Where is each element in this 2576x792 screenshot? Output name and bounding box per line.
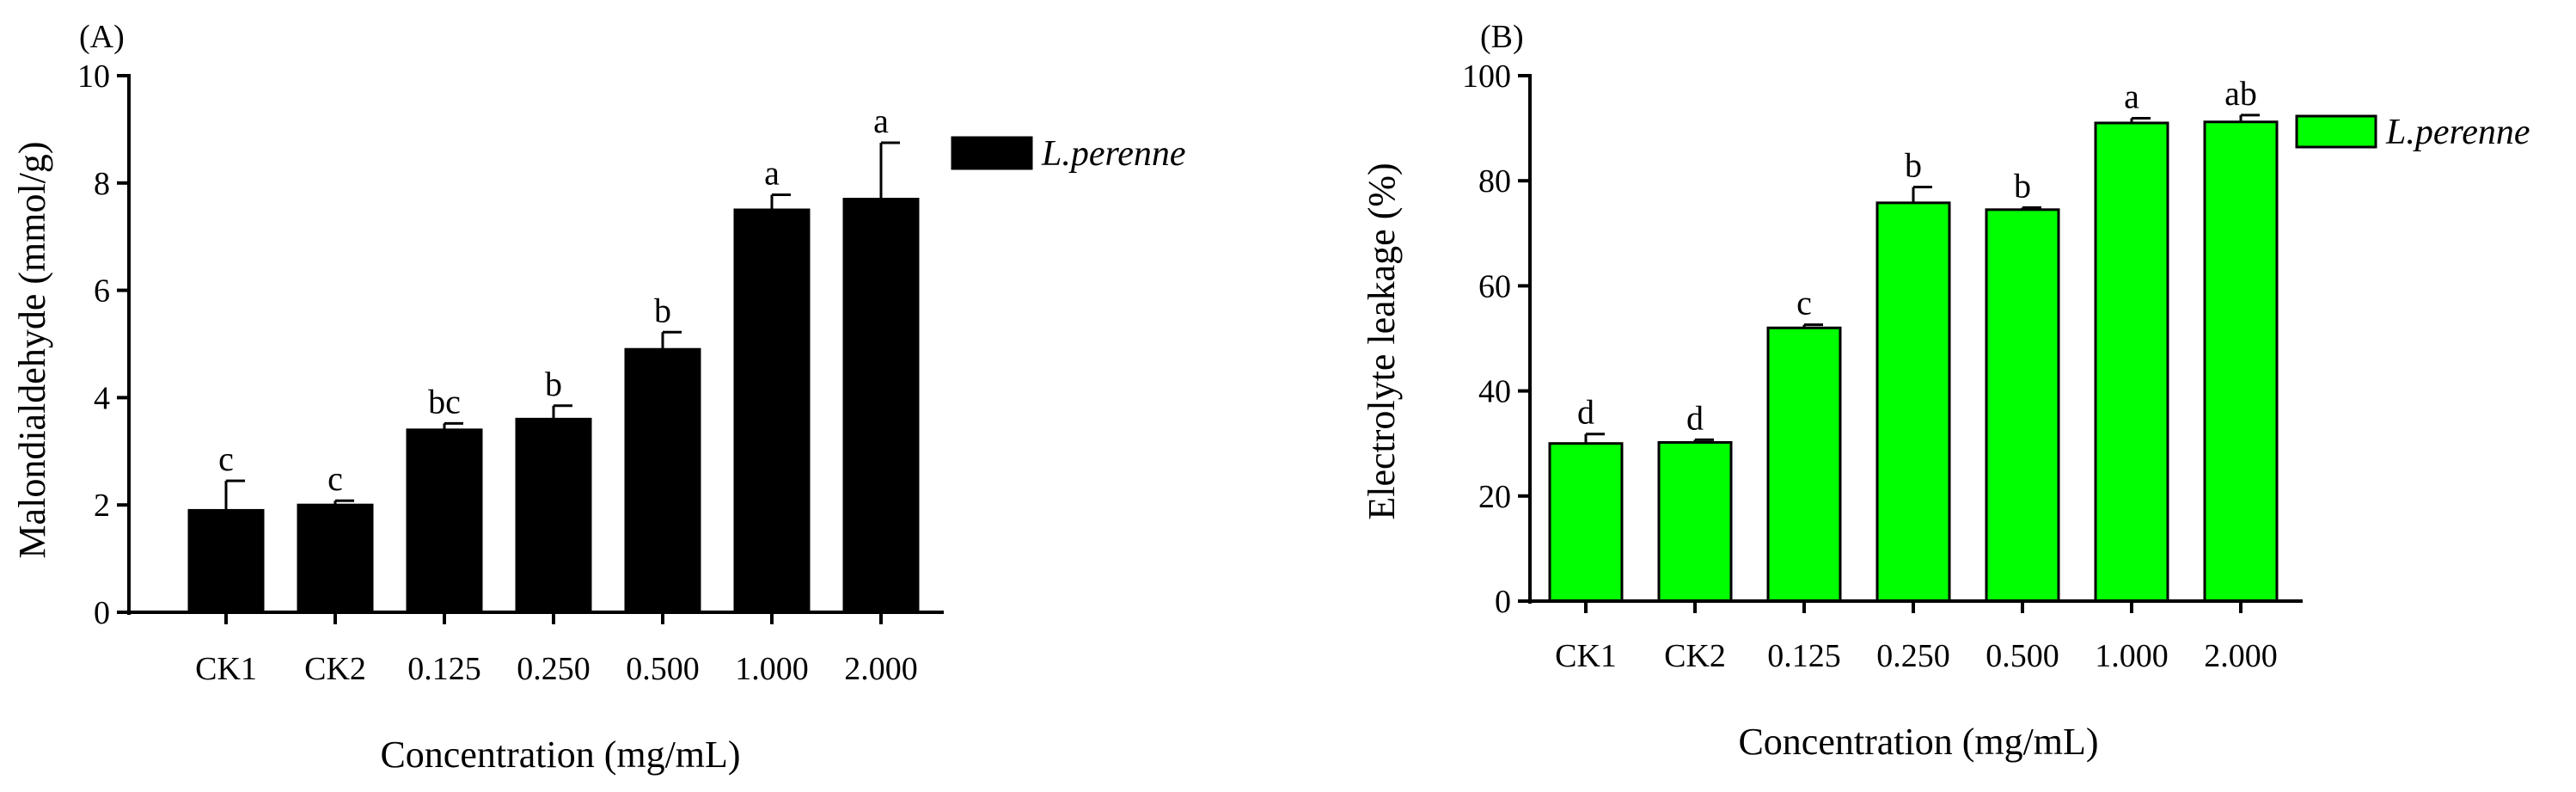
- chart-b-y-tick-label: 0: [1495, 584, 1511, 620]
- chart-a-bar: [733, 208, 811, 614]
- chart-b-significance-label: c: [1796, 284, 1812, 322]
- chart-a-x-axis-title: Concentration (mg/mL): [380, 734, 740, 776]
- chart-a-y-tick-label: 10: [77, 58, 110, 95]
- chart-a-x-tick-label: 0.500: [626, 651, 700, 687]
- chart-b-y-tick-labels: 0 20 40 60 80 100: [1462, 58, 1511, 620]
- chart-a-x-tick-label: 0.250: [517, 651, 590, 687]
- panel-label-b: (B): [1480, 19, 1524, 55]
- chart-b-x-tick-label: 0.250: [1876, 638, 1950, 674]
- chart-a-legend-label: L.perenne: [1041, 134, 1186, 174]
- chart-a-x-tick-label: CK1: [195, 651, 257, 687]
- chart-a-significance-label: c: [218, 439, 234, 478]
- chart-b-bar: [1875, 201, 1951, 603]
- chart-b-bar: [1548, 442, 1624, 603]
- chart-a-significance-label: c: [327, 459, 343, 498]
- chart-b-y-axis-title: Electrolyte leakage (%): [1361, 163, 1403, 519]
- chart-a-bar: [842, 198, 920, 614]
- chart-a-significance-label: bc: [428, 382, 461, 421]
- chart-b-x-tick-label: CK1: [1555, 638, 1617, 674]
- chart-b-y-tick-label: 100: [1462, 58, 1511, 95]
- chart-a-malondialdehyde: (A) c c bc b b a a 0 2 4 6 8 10 CK1 CK2 0.125 0.250 0.5…: [11, 19, 1186, 776]
- chart-b-significance-label: a: [2124, 77, 2139, 115]
- chart-a-significance-labels: c c bc b b a a: [218, 101, 889, 498]
- chart-a-x-tick-labels: CK1 CK2 0.125 0.250 0.500 1.000 2.000: [195, 651, 918, 687]
- chart-a-y-tick-label: 2: [94, 488, 110, 524]
- chart-a-y-tick-label: 8: [94, 166, 110, 202]
- chart-b-significance-label: d: [1686, 398, 1704, 437]
- chart-a-axes: [117, 74, 944, 624]
- chart-b-x-tick-label: CK2: [1664, 638, 1726, 674]
- chart-a-y-tick-labels: 0 2 4 6 8 10: [77, 58, 110, 631]
- chart-b-bar: [1657, 440, 1733, 603]
- chart-b-significance-label: d: [1577, 393, 1594, 432]
- chart-a-significance-label: a: [873, 101, 889, 140]
- chart-b-x-tick-label: 0.500: [1986, 638, 2059, 674]
- chart-a-x-tick-label: 0.125: [407, 651, 481, 687]
- chart-a-bar: [297, 503, 374, 614]
- chart-b-x-tick-labels: CK1 CK2 0.125 0.250 0.500 1.000 2.000: [1555, 638, 2278, 674]
- chart-a-y-tick-label: 6: [94, 273, 110, 310]
- chart-a-bars: [187, 198, 920, 614]
- chart-b-legend: L.perenne: [2295, 113, 2530, 152]
- chart-b-electrolyte-leakage: (B) d d c b b a ab 0 20 40 60 80 100 CK1 CK2 0.125 0.2…: [1361, 19, 2530, 763]
- chart-b-x-axis-title: Concentration (mg/mL): [1738, 721, 2098, 763]
- chart-b-x-tick-label: 1.000: [2095, 638, 2169, 674]
- chart-a-legend: L.perenne: [951, 134, 1186, 174]
- chart-b-significance-label: ab: [2224, 74, 2257, 113]
- chart-a-y-tick-label: 0: [94, 595, 110, 631]
- chart-a-legend-swatch: [951, 136, 1033, 170]
- chart-a-x-tick-label: CK2: [304, 651, 366, 687]
- chart-b-significance-labels: d d c b b a ab: [1577, 74, 2257, 438]
- chart-b-x-tick-label: 0.125: [1767, 638, 1841, 674]
- chart-b-legend-label: L.perenne: [2385, 113, 2530, 152]
- chart-b-axes: [1518, 74, 2303, 613]
- chart-b-bar: [1985, 208, 2060, 603]
- chart-a-y-tick-label: 4: [94, 380, 110, 416]
- chart-a-significance-label: b: [654, 291, 671, 329]
- panel-label-a: (A): [79, 19, 125, 55]
- chart-b-bar: [2094, 121, 2169, 603]
- chart-b-significance-label: b: [2014, 166, 2031, 205]
- chart-b-bar: [1766, 326, 1842, 603]
- chart-a-x-tick-label: 2.000: [844, 651, 918, 687]
- chart-a-significance-label: b: [545, 365, 562, 403]
- chart-a-error-bars: [224, 141, 900, 511]
- chart-b-y-tick-label: 80: [1478, 163, 1511, 200]
- chart-a-y-axis-title: Malondialdehyde (mmol/g): [11, 141, 53, 558]
- chart-a-bar: [187, 508, 265, 614]
- chart-a-x-tick-label: 1.000: [735, 651, 809, 687]
- chart-a-significance-label: a: [764, 154, 780, 193]
- chart-b-x-tick-label: 2.000: [2204, 638, 2278, 674]
- chart-a-bar: [515, 417, 592, 614]
- chart-a-bar: [624, 347, 701, 614]
- chart-b-error-bars: [1584, 114, 2260, 444]
- chart-b-y-tick-label: 20: [1478, 479, 1511, 515]
- chart-b-significance-label: b: [1905, 146, 1922, 185]
- chart-b-bars: [1548, 120, 2279, 603]
- chart-b-bar: [2203, 120, 2279, 603]
- chart-a-bar: [406, 428, 483, 614]
- chart-b-legend-swatch: [2295, 114, 2377, 149]
- chart-b-y-tick-label: 40: [1478, 374, 1511, 410]
- chart-b-y-tick-label: 60: [1478, 268, 1511, 304]
